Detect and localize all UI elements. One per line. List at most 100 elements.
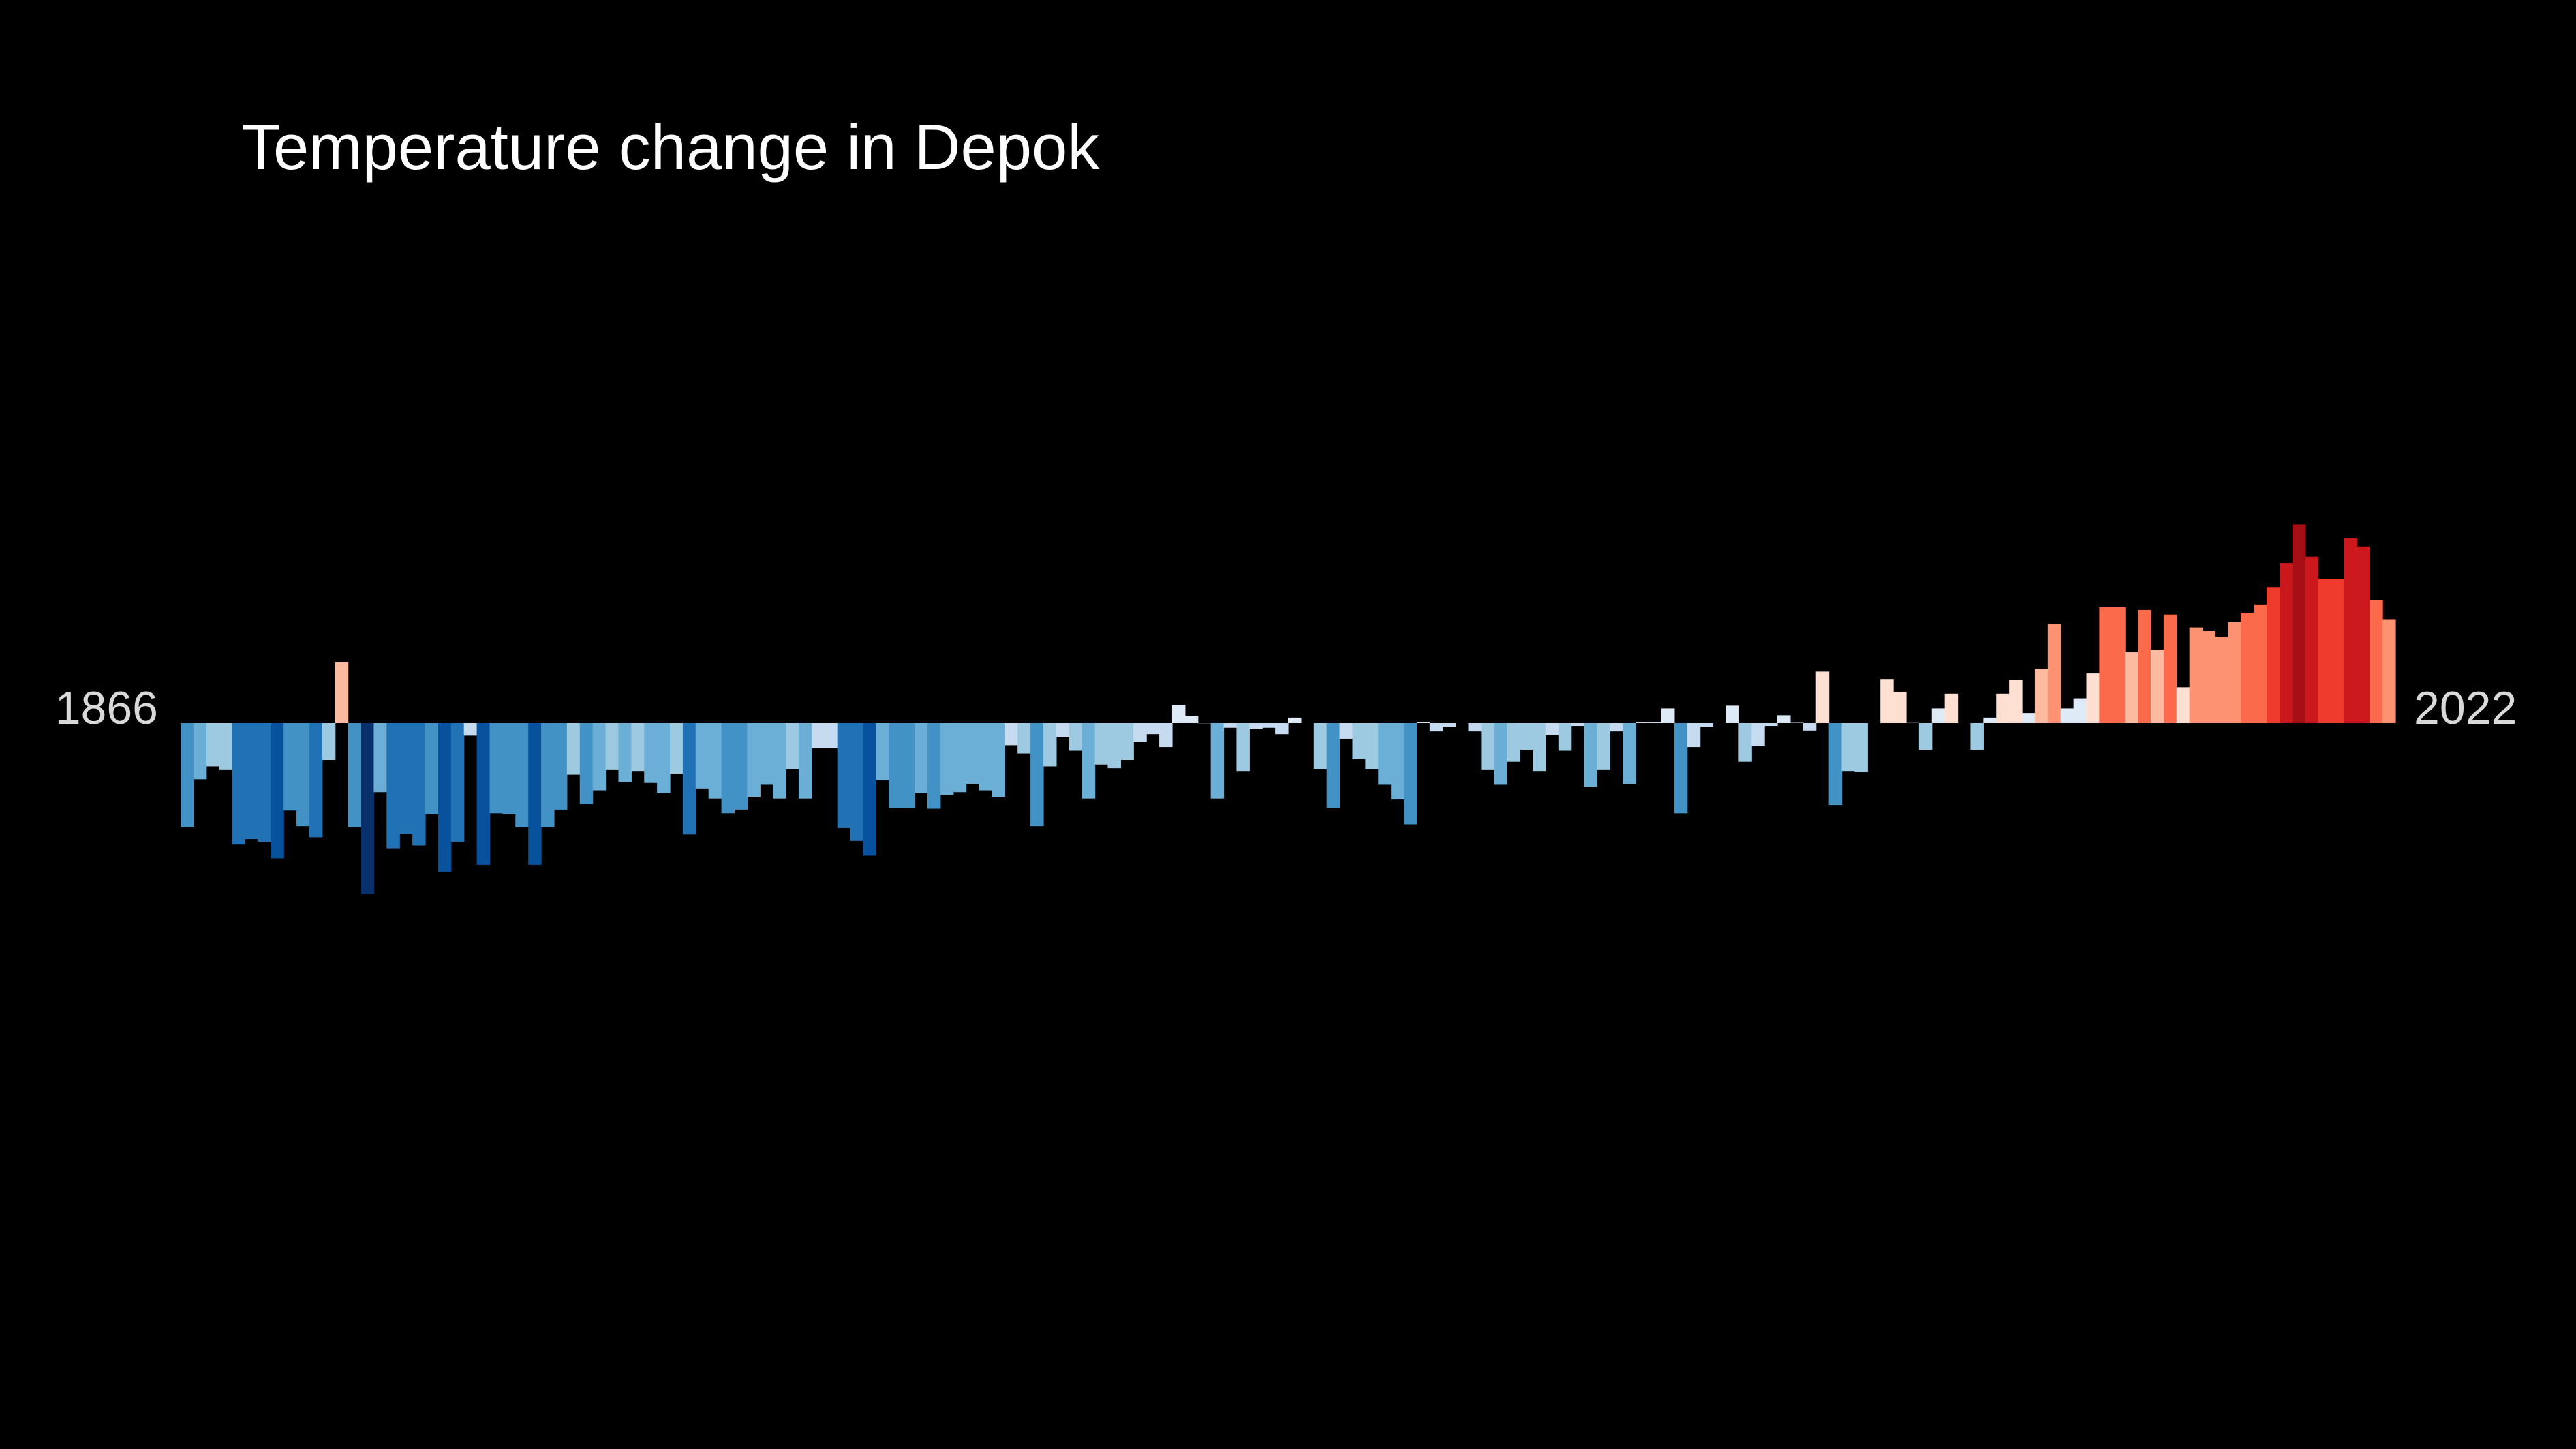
bar-1970 [1520, 723, 1533, 750]
bar-1874 [283, 723, 297, 811]
bar-2008 [2009, 680, 2023, 723]
bar-1936 [1082, 723, 1096, 799]
bar-1969 [1507, 723, 1520, 762]
bar-1942 [1159, 723, 1173, 748]
bar-1866 [181, 723, 194, 827]
bar-1876 [309, 723, 323, 838]
bar-2002 [1931, 708, 1946, 723]
bar-1971 [1533, 723, 1546, 772]
bar-2009 [2022, 713, 2036, 723]
bar-1899 [605, 723, 619, 770]
bar-1871 [245, 723, 258, 840]
bar-1988 [1751, 723, 1765, 746]
bar-1933 [1043, 723, 1057, 767]
bar-2021 [2176, 687, 2190, 723]
bar-1982 [1674, 723, 1688, 814]
bar-1879 [348, 723, 362, 827]
bar-2017 [2125, 652, 2138, 723]
bar-1923 [915, 723, 928, 793]
bar-1887 [450, 723, 465, 842]
bar-1944 [1184, 716, 1199, 723]
bar-1986 [1726, 705, 1739, 723]
bar-1867 [193, 723, 207, 780]
bar-1885 [425, 723, 439, 814]
bar-1915 [811, 723, 825, 748]
bar-1963 [1429, 723, 1443, 732]
bar-1968 [1494, 723, 1507, 785]
bar-1943 [1171, 705, 1186, 723]
bar-1897 [579, 723, 594, 804]
bar-1983 [1687, 723, 1701, 748]
bar-1906 [695, 723, 709, 789]
bar-1916 [824, 723, 838, 748]
bar-1880 [361, 723, 375, 895]
bar-1932 [1030, 723, 1044, 827]
bar-2003 [1944, 693, 1959, 723]
bar-2007 [1996, 693, 2010, 723]
start-year-label: 1866 [55, 682, 158, 734]
bar-1948 [1236, 723, 1250, 772]
bar-1889 [476, 723, 491, 865]
bar-1892 [515, 723, 529, 827]
bar-1903 [657, 723, 671, 793]
bar-1882 [386, 723, 400, 849]
bar-undefined [2228, 622, 2241, 723]
bar-1883 [399, 723, 413, 834]
bar-1978 [1623, 723, 1636, 784]
bar-1893 [528, 723, 542, 865]
bar-1979 [1636, 722, 1649, 723]
bar-1928 [979, 723, 993, 791]
bar-2010 [2034, 669, 2049, 723]
bar-1995 [1841, 723, 1855, 772]
end-year-label: 2022 [2414, 682, 2517, 734]
bar-1909 [734, 723, 748, 810]
bar-1966 [1468, 723, 1482, 732]
bar-1905 [682, 723, 696, 835]
bar-1954 [1313, 723, 1328, 769]
bar-1940 [1133, 723, 1147, 742]
bar-2014 [2086, 673, 2100, 723]
bar-1967 [1481, 723, 1494, 770]
bar-1939 [1120, 723, 1134, 760]
bar-1924 [927, 723, 941, 809]
bar-1994 [1828, 723, 1843, 806]
bar-1877 [322, 723, 336, 760]
bar-1904 [670, 723, 684, 774]
bar-1991 [1790, 722, 1804, 723]
bar-1941 [1146, 723, 1160, 735]
bar-1888 [463, 723, 478, 736]
bar-1901 [631, 723, 645, 772]
bar-1974 [1571, 723, 1585, 727]
bar-1896 [566, 723, 581, 775]
bar-1886 [438, 723, 452, 872]
bar-undefined [2267, 587, 2280, 723]
bar-1950 [1262, 723, 1276, 728]
bar-2011 [2047, 624, 2061, 723]
bar-1992 [1803, 723, 1817, 731]
bar-1868 [206, 723, 220, 767]
bar-1925 [940, 723, 954, 795]
bar-1960 [1391, 723, 1405, 800]
bar-2005 [1970, 723, 1984, 750]
bar-undefined [2344, 538, 2357, 723]
bar-undefined [2292, 524, 2306, 723]
bar-2012 [2060, 708, 2074, 723]
bar-1975 [1584, 723, 1598, 787]
bar-1937 [1094, 723, 1109, 765]
bar-1900 [618, 723, 632, 782]
bar-1920 [876, 723, 889, 780]
bar-1902 [644, 723, 658, 783]
bar-undefined [2305, 556, 2319, 723]
bar-undefined [2254, 604, 2267, 723]
bar-1881 [373, 723, 387, 793]
bar-1964 [1442, 723, 1456, 727]
bar-1987 [1738, 723, 1752, 762]
bar-1908 [721, 723, 735, 814]
bar-1962 [1416, 722, 1430, 723]
bar-1951 [1275, 723, 1289, 735]
bar-2020 [2163, 614, 2177, 723]
bar-2022 [2189, 627, 2203, 723]
bar-1976 [1597, 723, 1610, 770]
bar-1981 [1661, 708, 1675, 723]
